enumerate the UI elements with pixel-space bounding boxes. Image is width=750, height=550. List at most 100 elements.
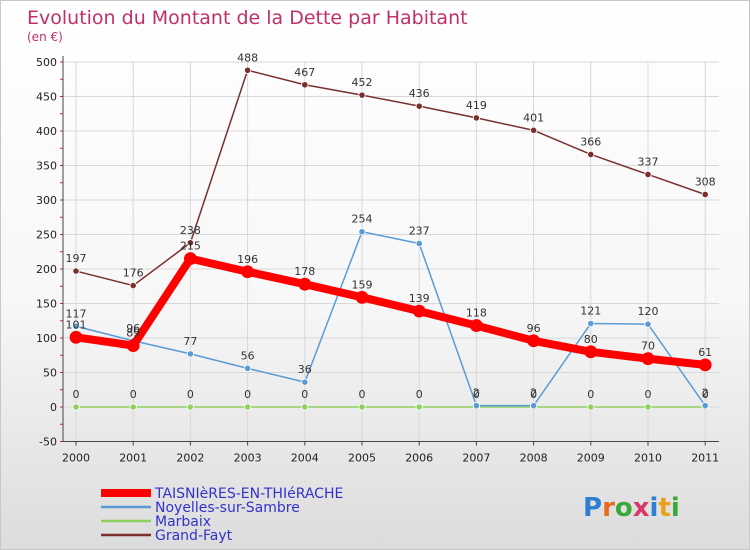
x-tick-label: 2010 [634, 452, 662, 465]
x-tick-label: 2008 [520, 452, 548, 465]
data-point [129, 403, 137, 411]
logo-letter: o [615, 493, 633, 523]
data-point [72, 322, 80, 330]
data-point [412, 304, 426, 318]
logo-letter: x [633, 493, 650, 523]
data-label: 0 [187, 388, 194, 401]
chart-title: Evolution du Montant de la Dette par Hab… [27, 7, 468, 29]
data-labels: 0 0 0 0 0 0 0 0 0 0 0 0 117 96 77 56 36 254 237 2 2 121 120 2 19… [66, 51, 716, 401]
legend-label: Grand-Fayt [155, 528, 233, 544]
data-label: 0 [130, 388, 137, 401]
logo-letter: i [671, 493, 680, 523]
y-tick-label: 400 [36, 125, 57, 138]
data-label: 238 [180, 224, 201, 237]
data-label: 436 [409, 87, 430, 100]
data-point [186, 350, 194, 358]
data-label: 117 [66, 307, 87, 320]
x-tick-label: 2007 [462, 452, 490, 465]
data-label: 0 [645, 388, 652, 401]
y-tick-label: 50 [43, 367, 57, 380]
data-point [529, 402, 538, 410]
y-tick-label: 150 [36, 298, 57, 311]
data-point [644, 170, 652, 179]
data-point [415, 239, 423, 248]
data-label: 337 [638, 155, 659, 168]
legend-label: Noyelles-sur-Sambre [155, 500, 300, 516]
x-tick-label: 2000 [62, 452, 90, 465]
data-point [472, 402, 480, 410]
data-label: 366 [580, 135, 601, 148]
legend: TAISNIèRES-EN-THIéRACHENoyelles-sur-Samb… [101, 486, 343, 544]
data-point [641, 352, 655, 366]
y-tick-label: 100 [36, 332, 57, 345]
data-point [298, 277, 312, 291]
data-label: 419 [466, 99, 487, 112]
data-label: 121 [580, 305, 601, 318]
data-label: 2 [473, 387, 480, 400]
data-label: 70 [641, 340, 655, 353]
data-label: 159 [352, 278, 373, 291]
data-point [244, 66, 252, 74]
x-tick-label: 2004 [291, 452, 319, 465]
y-tick-label: 350 [36, 160, 57, 173]
data-point [529, 126, 538, 134]
y-tick-label: 250 [36, 229, 57, 242]
data-point [701, 402, 709, 410]
data-label: 80 [584, 333, 598, 346]
y-tick-label: -50 [39, 436, 57, 449]
x-tick-label: 2011 [691, 452, 719, 465]
data-label: 139 [409, 292, 430, 305]
x-tick-label: 2003 [234, 452, 262, 465]
series-line [75, 230, 706, 407]
data-label: 0 [359, 388, 366, 401]
data-label: 120 [638, 305, 659, 318]
x-tick-label: 2002 [176, 452, 204, 465]
data-label: 401 [523, 111, 544, 124]
data-point [415, 102, 423, 110]
data-point [701, 190, 709, 199]
data-point [584, 345, 598, 359]
data-point [129, 281, 137, 290]
y-tick-label: 0 [50, 401, 57, 414]
data-point [644, 320, 652, 328]
data-point [69, 330, 83, 344]
data-point [587, 403, 595, 411]
data-label: 0 [416, 388, 423, 401]
data-label: 215 [180, 240, 201, 253]
x-tick-label: 2001 [119, 452, 147, 465]
x-tick-label: 2006 [405, 452, 433, 465]
data-label: 0 [244, 388, 251, 401]
data-label: 196 [237, 253, 258, 266]
data-label: 254 [352, 213, 373, 226]
y-tick-label: 300 [36, 194, 57, 207]
data-label: 118 [466, 307, 487, 320]
data-label: 77 [183, 335, 197, 348]
data-label: 61 [698, 346, 712, 359]
data-point [301, 403, 309, 411]
data-point [244, 403, 252, 411]
data-point [241, 265, 255, 279]
data-label: 237 [409, 224, 430, 237]
chart-subtitle: (en €) [27, 30, 63, 44]
data-point [186, 239, 194, 247]
data-label: 0 [301, 388, 308, 401]
data-point [698, 358, 712, 372]
data-point [72, 403, 80, 411]
series-line [75, 254, 706, 369]
series [69, 66, 712, 411]
data-label: 0 [473, 388, 480, 401]
data-label: 0 [702, 388, 709, 401]
data-point [301, 378, 309, 386]
data-point [527, 334, 540, 348]
data-label: 0 [73, 388, 80, 401]
data-label: 467 [294, 66, 315, 79]
data-point [587, 319, 595, 328]
y-tick-label: 200 [36, 263, 57, 276]
logo-letter: P [583, 493, 602, 523]
data-point [126, 339, 140, 352]
logo-letter: i [650, 493, 659, 523]
data-point [587, 150, 595, 159]
